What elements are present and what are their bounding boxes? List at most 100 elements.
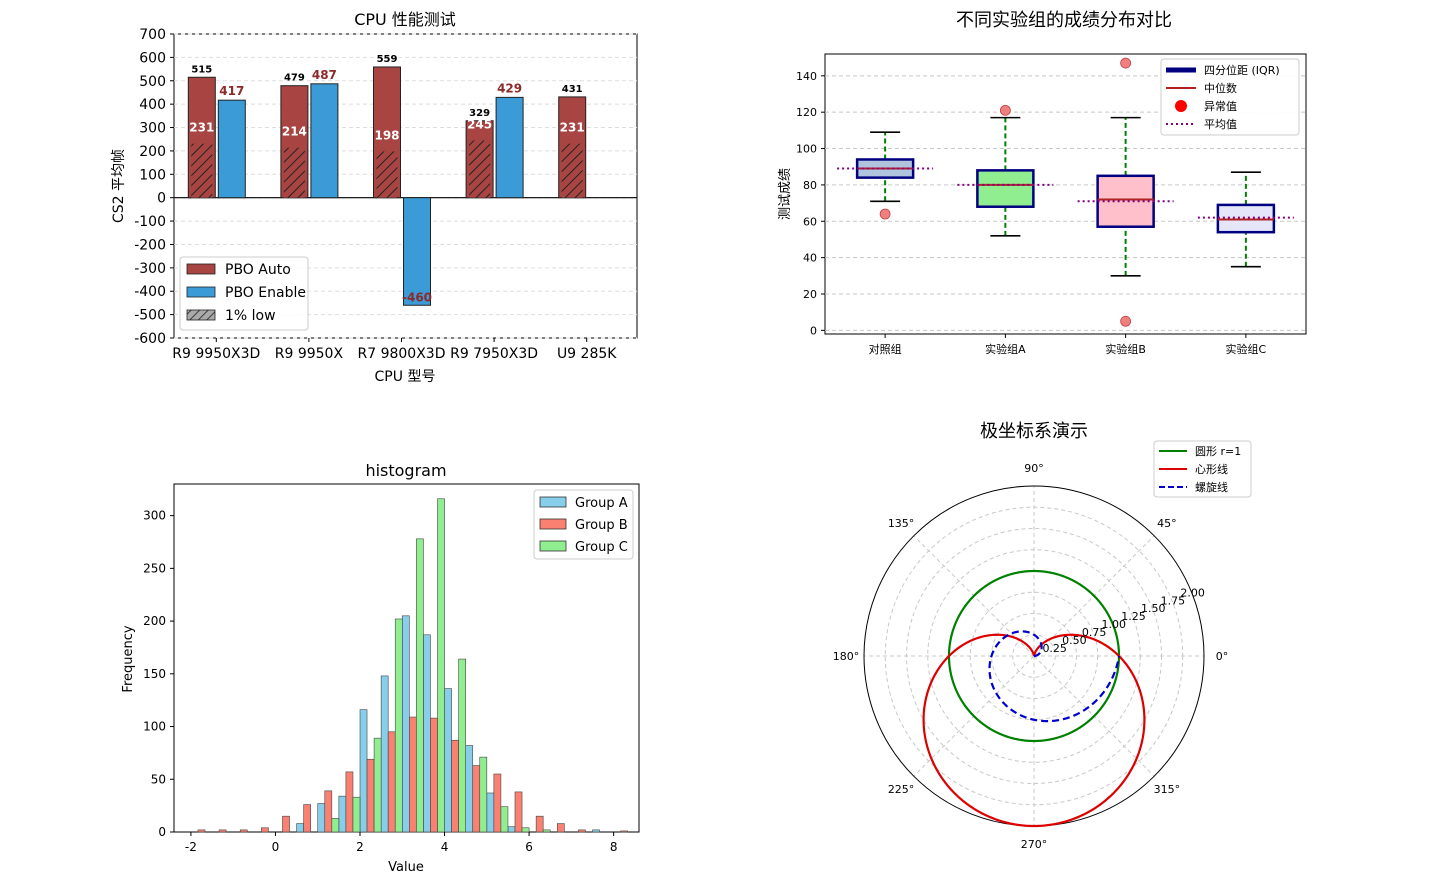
- polar-r-tick-label: 0.50: [1062, 634, 1087, 647]
- x-tick-label: 4: [441, 840, 449, 854]
- legend-swatch-outlier: [1175, 100, 1187, 112]
- histogram-bar: [261, 827, 269, 833]
- y-tick-label: -200: [134, 237, 166, 253]
- box-iqr: [1096, 174, 1155, 228]
- bar-label-1pct-low: 214: [282, 125, 307, 139]
- outlier-point: [999, 104, 1011, 116]
- histogram-bar: [451, 739, 459, 833]
- bar-label-1pct-low: 231: [560, 121, 585, 135]
- histogram-bar: [359, 709, 368, 833]
- y-tick-label: 300: [139, 121, 166, 137]
- legend-label-group-c: Group C: [575, 540, 628, 555]
- legend-label-group-a: Group A: [575, 496, 628, 511]
- legend-label-outlier: 异常值: [1204, 100, 1237, 113]
- y-tick-label: 0: [157, 191, 166, 207]
- histogram-bar: [416, 538, 424, 833]
- y-tick-label: -300: [134, 261, 166, 277]
- legend-swatch-group-a: [539, 496, 567, 508]
- x-tick-label: 对照组: [869, 342, 902, 356]
- bar-label-pbo-enable: -460: [402, 290, 432, 304]
- x-tick-label: -2: [185, 840, 197, 854]
- y-tick-label: 0: [810, 324, 817, 337]
- polar-legend-frame: [1153, 440, 1252, 498]
- outlier-point: [1120, 315, 1132, 327]
- bar-1pct-low: [283, 147, 305, 198]
- histogram-bar: [500, 806, 509, 833]
- polar-angle-label: 0°: [1216, 650, 1229, 663]
- histogram-bar: [338, 795, 347, 833]
- bar-chart-x-ticks: R9 9950X3D R9 9950X R7 9800X3D R9 7950X3D U9…: [172, 338, 617, 362]
- bar-pbo-enable: [403, 197, 431, 306]
- polar-angle-label: 45°: [1157, 517, 1177, 530]
- histogram-bar: [465, 745, 474, 833]
- histogram-bar: [380, 675, 389, 833]
- bar-chart-y-ticks: 700 600 500 400 300 200 100 0 -100 -200 -300 -400 -5…: [134, 27, 174, 347]
- histogram-bar: [493, 773, 502, 833]
- box-plot-x-ticks: 对照组 实验组A 实验组B 实验组C: [869, 334, 1267, 356]
- bar-pbo-enable: [217, 99, 246, 199]
- polar-r-tick-label: 1.00: [1102, 618, 1127, 631]
- bar-label-pbo-auto: 431: [562, 84, 583, 95]
- bar-chart-legend: PBO Auto PBO Enable 1% low: [179, 256, 309, 331]
- x-tick-label: R9 7950X3D: [450, 346, 538, 362]
- histogram-bar: [282, 815, 290, 833]
- bar-chart-title: CPU 性能测试: [354, 10, 456, 29]
- polar-angle-label: 225°: [888, 783, 915, 796]
- y-tick-label: 700: [139, 27, 166, 43]
- box-plot-y-ticks: 0 20 40 60 80 100 120 140: [796, 70, 825, 337]
- box-plot-legend: 四分位距 (IQR) 中位数 异常值 平均值: [1160, 58, 1300, 136]
- bar-label-pbo-enable: 429: [497, 81, 522, 95]
- polar-angle-label: 90°: [1024, 462, 1044, 475]
- x-tick-label: R9 9950X3D: [172, 346, 260, 362]
- outlier-point: [879, 208, 891, 220]
- x-tick-label: 实验组B: [1105, 342, 1146, 356]
- histogram-bar: [352, 796, 361, 833]
- bar-chart-xlabel: CPU 型号: [375, 369, 436, 385]
- y-tick-label: -100: [134, 214, 166, 230]
- histogram-bar: [401, 615, 410, 833]
- y-tick-label: -500: [134, 308, 166, 324]
- histogram-ylabel: Frequency: [121, 625, 136, 692]
- polar-angle-label: 135°: [888, 517, 915, 530]
- histogram-bar: [423, 634, 431, 833]
- legend-label-pbo-enable: PBO Enable: [225, 285, 306, 301]
- histogram-bar: [324, 790, 333, 833]
- bar-label-pbo-auto: 329: [469, 108, 490, 119]
- bar-label-pbo-enable: 487: [312, 68, 337, 82]
- histogram-y-ticks: 0 50 100 150 200 250 300: [143, 509, 174, 839]
- legend-label-mean: 平均值: [1204, 118, 1237, 131]
- box-iqr: [976, 169, 1035, 208]
- histogram-bar: [620, 830, 629, 833]
- histogram-bar: [514, 791, 523, 833]
- x-tick-label: R7 9800X3D: [358, 346, 446, 362]
- histogram-bar: [472, 765, 481, 833]
- polar-title: 极坐标系演示: [980, 421, 1088, 442]
- bar-pbo-enable: [310, 83, 339, 199]
- y-tick-label: 80: [803, 179, 817, 192]
- bar-label-1pct-low: 231: [189, 121, 214, 135]
- bar-pbo-enable: [495, 96, 524, 199]
- histogram-bar: [218, 829, 227, 833]
- legend-swatch-group-b: [539, 518, 567, 530]
- polar-angle-label: 315°: [1154, 783, 1181, 796]
- polar-r-tick-label: 1.25: [1121, 610, 1146, 623]
- y-tick-label: 50: [151, 772, 166, 786]
- histogram-bar: [507, 826, 516, 833]
- bar-1pct-low: [376, 151, 398, 198]
- histogram-xlabel: Value: [388, 860, 424, 875]
- x-tick-label: 实验组A: [985, 342, 1026, 356]
- y-tick-label: 200: [139, 144, 166, 160]
- legend-label-pbo-auto: PBO Auto: [225, 262, 291, 278]
- x-tick-label: 2: [356, 840, 364, 854]
- x-tick-label: 0: [272, 840, 280, 854]
- box-plot-boxes: [837, 57, 1294, 327]
- y-tick-label: -600: [134, 331, 166, 347]
- bar-label-pbo-auto: 515: [191, 64, 212, 75]
- histogram-bar: [331, 817, 340, 833]
- legend-label-group-b: Group B: [575, 518, 628, 533]
- histogram-bar: [366, 758, 375, 833]
- y-tick-label: 120: [796, 106, 817, 119]
- histogram-bar: [197, 829, 206, 833]
